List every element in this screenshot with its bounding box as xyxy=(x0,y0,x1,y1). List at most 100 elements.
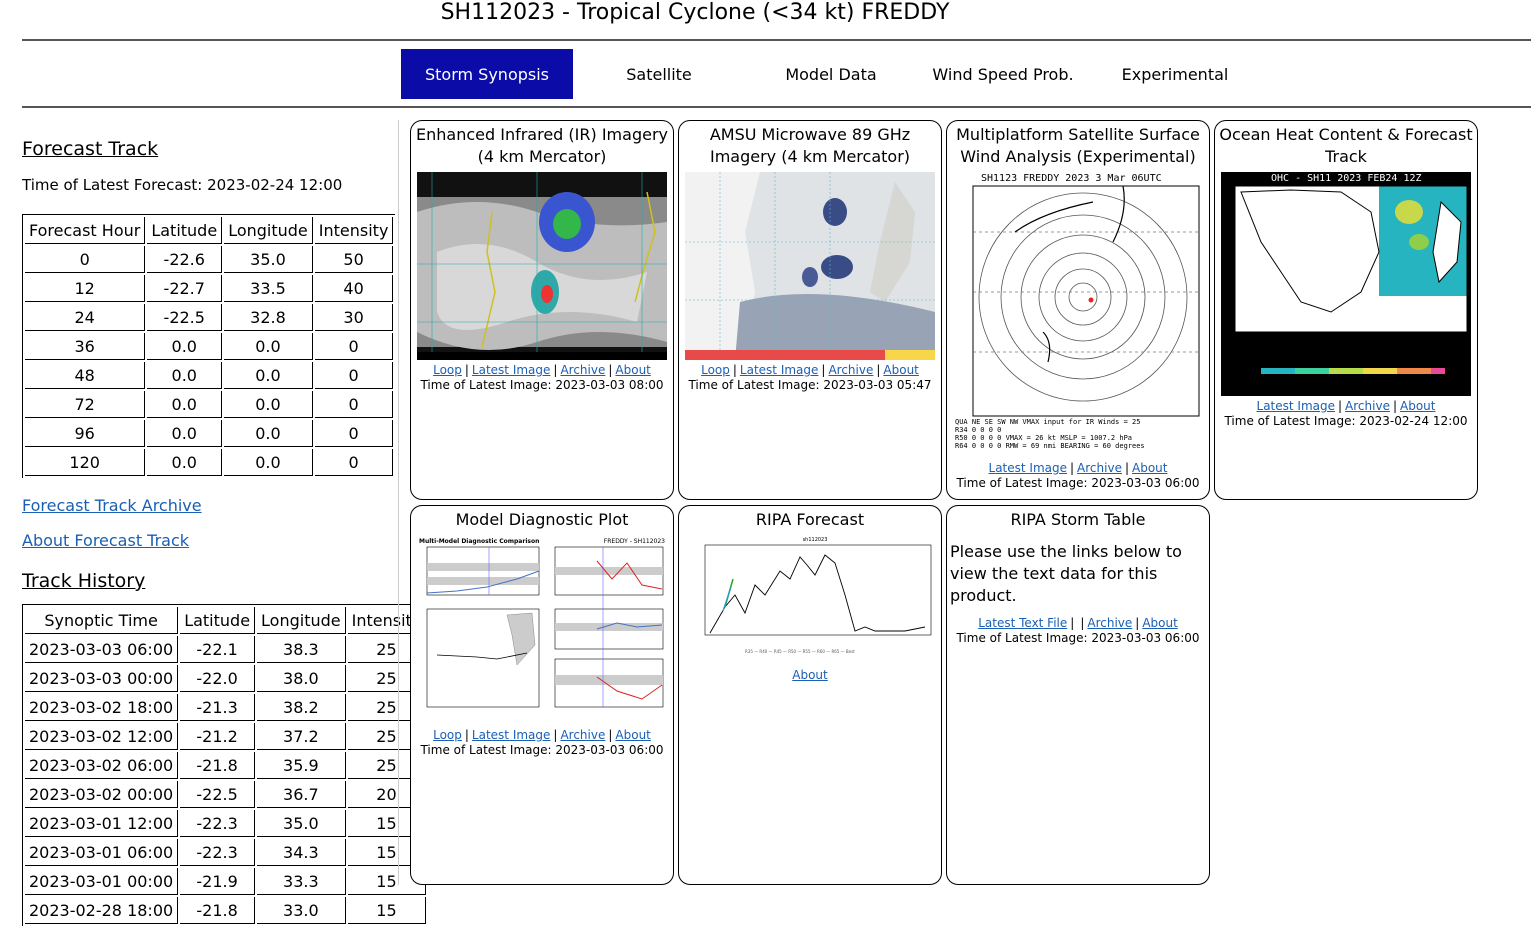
page-title: SH112023 - Tropical Cyclone (<34 kt) FRE… xyxy=(440,0,950,25)
ohc-thumbnail[interactable]: OHC - SH11 2023 FEB24 12Z xyxy=(1221,172,1471,396)
archive-link[interactable]: Archive xyxy=(828,363,874,377)
table-cell: 50 xyxy=(314,246,394,273)
about-link[interactable]: About xyxy=(1400,399,1436,413)
wind-analysis-thumbnail[interactable]: SH1123 FREDDY 2023 3 Mar 06UTC QUA NE SE… xyxy=(953,172,1203,458)
wind-image-footer: R50 0 0 0 0 VMAX = 26 kt MSLP = 1007.2 h… xyxy=(955,434,1132,442)
latest-image-link[interactable]: Latest Image xyxy=(471,363,551,377)
table-cell: 32.8 xyxy=(224,304,313,331)
table-cell: -22.5 xyxy=(180,781,256,808)
table-cell: -21.8 xyxy=(180,897,256,924)
table-row: 120 0.0 0.0 0 xyxy=(25,449,394,476)
forecast-track-heading: Forecast Track xyxy=(22,138,159,160)
tab-storm-synopsis[interactable]: Storm Synopsis xyxy=(401,49,573,99)
table-cell: 24 xyxy=(25,304,146,331)
table-row: 2023-03-01 00:00 -21.9 33.3 15 xyxy=(25,868,427,895)
track-history-table: Synoptic Time Latitude Longitude Intensi… xyxy=(22,604,429,926)
table-cell: 0 xyxy=(25,246,146,273)
ripa-forecast-thumbnail[interactable]: sh112023 R35 — R40 — R45 — R50 — R55 — R… xyxy=(685,535,935,665)
table-cell: 0.0 xyxy=(224,449,313,476)
table-cell: 2023-03-02 12:00 xyxy=(25,723,179,750)
about-link[interactable]: About xyxy=(1132,461,1168,475)
tab-model-data[interactable]: Model Data xyxy=(785,64,877,84)
table-cell: 2023-02-28 18:00 xyxy=(25,897,179,924)
column-header: Longitude xyxy=(257,607,346,634)
ripa-links: About xyxy=(679,668,941,682)
about-link[interactable]: About xyxy=(1142,616,1178,630)
table-cell: 72 xyxy=(25,391,146,418)
column-header: Forecast Hour xyxy=(25,217,146,244)
latest-image-link[interactable]: Latest Image xyxy=(1256,399,1335,413)
archive-link[interactable]: Archive xyxy=(560,728,606,742)
table-header-row: Forecast Hour Latitude Longitude Intensi… xyxy=(25,217,394,244)
table-cell: 2023-03-02 06:00 xyxy=(25,752,179,779)
table-cell: 0 xyxy=(314,391,394,418)
loop-link[interactable]: Loop xyxy=(433,363,462,377)
tab-experimental[interactable]: Experimental xyxy=(1121,64,1229,84)
about-link[interactable]: About xyxy=(792,668,828,682)
svg-text:R35 — R40 — R45 — R50 — R55 —: R35 — R40 — R45 — R50 — R55 — R60 — R65 … xyxy=(745,649,855,654)
wind-links: Latest Image | Archive | About xyxy=(988,461,1168,475)
loop-link[interactable]: Loop xyxy=(433,728,462,742)
latest-image-time: Time of Latest Image: 2023-02-24 12:00 xyxy=(1224,414,1468,428)
ir-imagery-thumbnail[interactable] xyxy=(417,172,667,360)
archive-link[interactable]: Archive xyxy=(1087,616,1133,630)
ohc-links: Latest Image | Archive | About xyxy=(1256,399,1436,413)
latest-image-link[interactable]: Latest Image xyxy=(471,728,551,742)
table-row: 96 0.0 0.0 0 xyxy=(25,420,394,447)
table-cell: 2023-03-03 06:00 xyxy=(25,636,179,663)
forecast-track-table: Forecast Hour Latitude Longitude Intensi… xyxy=(22,214,396,478)
table-cell: 0.0 xyxy=(224,391,313,418)
archive-link[interactable]: Archive xyxy=(560,363,606,377)
archive-link[interactable]: Archive xyxy=(1077,461,1122,475)
table-cell: 0 xyxy=(314,449,394,476)
table-cell: 38.0 xyxy=(257,665,346,692)
wind-image-footer: R34 0 0 0 0 xyxy=(955,426,1001,434)
table-cell: 35.9 xyxy=(257,752,346,779)
table-cell: 0 xyxy=(314,333,394,360)
table-cell: 0.0 xyxy=(224,420,313,447)
ohc-card: Ocean Heat Content & Forecast Track OHC … xyxy=(1214,120,1478,500)
card-title: AMSU Microwave 89 GHz Imagery (4 km Merc… xyxy=(709,125,911,166)
table-row: 12 -22.7 33.5 40 xyxy=(25,275,394,302)
table-cell: 2023-03-01 00:00 xyxy=(25,868,179,895)
latest-text-file-link[interactable]: Latest Text File xyxy=(978,616,1068,630)
latest-image-time: Time of Latest Image: 2023-03-03 06:00 xyxy=(420,743,664,757)
table-row: 2023-03-01 12:00 -22.3 35.0 15 xyxy=(25,810,427,837)
table-cell: 37.2 xyxy=(257,723,346,750)
tab-wind-speed-prob[interactable]: Wind Speed Prob. xyxy=(932,64,1074,84)
wind-image-footer: R64 0 0 0 0 RMW = 69 nmi BEARING = 60 de… xyxy=(955,442,1145,450)
table-cell: 48 xyxy=(25,362,146,389)
latest-image-time: Time of Latest Image: 2023-03-03 08:00 xyxy=(420,378,664,392)
about-link[interactable]: About xyxy=(883,363,919,377)
loop-link[interactable]: Loop xyxy=(701,363,730,377)
table-cell: 0.0 xyxy=(147,449,223,476)
archive-link[interactable]: Archive xyxy=(1345,399,1390,413)
model-diagnostic-thumbnail[interactable]: Multi-Model Diagnostic Comparison FREDDY… xyxy=(417,535,667,725)
latest-image-link[interactable]: Latest Image xyxy=(739,363,819,377)
table-cell: 2023-03-01 12:00 xyxy=(25,810,179,837)
card-title: Ocean Heat Content & Forecast Track xyxy=(1219,125,1473,166)
table-cell: 35.0 xyxy=(224,246,313,273)
table-cell: 36.7 xyxy=(257,781,346,808)
column-divider xyxy=(398,120,399,885)
tab-satellite[interactable]: Satellite xyxy=(626,64,692,84)
table-header-row: Synoptic Time Latitude Longitude Intensi… xyxy=(25,607,427,634)
table-cell: 2023-03-02 18:00 xyxy=(25,694,179,721)
ir-imagery-card: Enhanced Infrared (IR) Imagery (4 km Mer… xyxy=(410,120,674,500)
left-column: Forecast Track Time of Latest Forecast: … xyxy=(22,120,429,926)
forecast-track-archive-link[interactable]: Forecast Track Archive xyxy=(22,496,202,515)
latest-image-time: Time of Latest Image: 2023-03-03 06:00 xyxy=(956,476,1200,490)
diag-links: Loop | Latest Image | Archive | About xyxy=(433,728,651,742)
table-row: 24 -22.5 32.8 30 xyxy=(25,304,394,331)
about-forecast-track-link[interactable]: About Forecast Track xyxy=(22,531,190,550)
about-link[interactable]: About xyxy=(615,728,651,742)
track-history-heading: Track History xyxy=(22,570,146,592)
table-cell: -22.5 xyxy=(147,304,223,331)
amsu-imagery-thumbnail[interactable] xyxy=(685,172,935,360)
latest-image-link[interactable]: Latest Image xyxy=(988,461,1067,475)
diag-image-header: Multi-Model Diagnostic Comparison xyxy=(419,538,539,545)
ohc-image-header: OHC - SH11 2023 FEB24 12Z xyxy=(1271,173,1422,184)
table-cell: -21.9 xyxy=(180,868,256,895)
about-link[interactable]: About xyxy=(615,363,651,377)
table-cell: 2023-03-02 00:00 xyxy=(25,781,179,808)
